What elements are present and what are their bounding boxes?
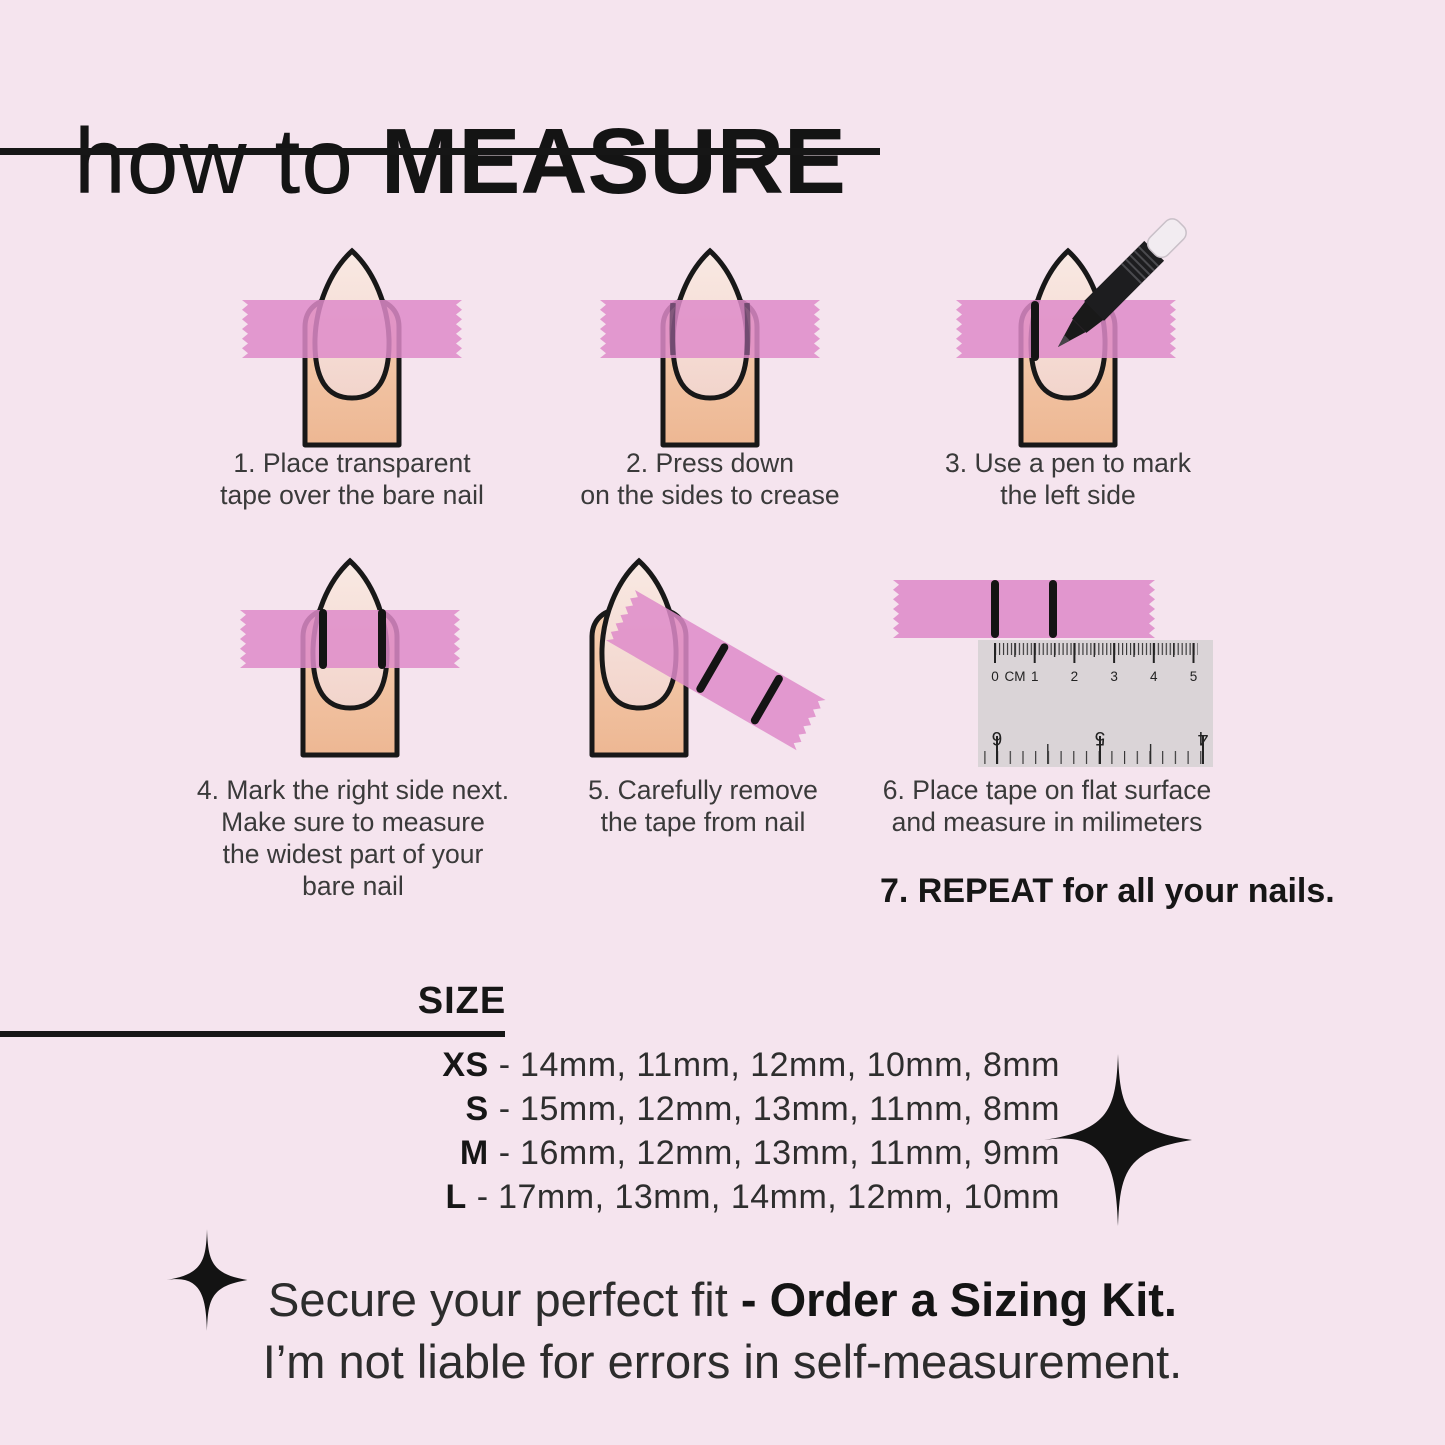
page-title: how to MEASURE: [74, 108, 846, 215]
size-row-l: L -17mm, 13mm, 14mm, 12mm, 10mm: [0, 1178, 1060, 1222]
size-values: 16mm, 12mm, 13mm, 11mm, 9mm: [520, 1134, 1060, 1172]
size-heading: SIZE: [417, 980, 507, 1022]
size-label: S: [465, 1090, 489, 1128]
svg-text:2: 2: [1071, 669, 1079, 684]
svg-text:5: 5: [1190, 669, 1198, 684]
size-separator: -: [498, 1134, 511, 1172]
svg-text:4: 4: [1197, 727, 1208, 748]
pen-icon: [1058, 218, 1187, 347]
svg-text:CM: CM: [1005, 669, 1026, 684]
step-caption-2: 2. Press down on the sides to crease: [580, 448, 840, 510]
tape-icon: [893, 580, 1155, 638]
step1-nail-tape-illustration: [242, 180, 462, 455]
ruler-icon: 0 CM 1 2 3 4 5 6 5 4: [978, 640, 1213, 767]
tape-icon: [240, 610, 460, 668]
crease-right: [744, 302, 751, 356]
size-values: 14mm, 11mm, 12mm, 10mm, 8mm: [520, 1046, 1060, 1084]
footer-line1-bold: - Order a Sizing Kit.: [740, 1273, 1177, 1326]
size-row-s: S -15mm, 12mm, 13mm, 11mm, 8mm: [0, 1090, 1060, 1134]
step-caption-4: 4. Mark the right side next. Make sure t…: [196, 775, 510, 901]
size-values: 15mm, 12mm, 13mm, 11mm, 8mm: [520, 1090, 1060, 1128]
step5-tape-removal-illustration: [530, 535, 826, 775]
size-values: 17mm, 13mm, 14mm, 12mm, 10mm: [498, 1178, 1060, 1216]
tape-icon: [242, 300, 462, 358]
marker-line-right: [750, 674, 783, 725]
size-label: L: [445, 1178, 467, 1216]
tape-icon: [600, 300, 820, 358]
size-underline: [0, 1031, 505, 1037]
tape-icon: [956, 300, 1176, 358]
svg-text:1: 1: [1031, 669, 1039, 684]
footer-line-1: Secure your perfect fit - Order a Sizing…: [0, 1272, 1445, 1327]
title-bold: MEASURE: [380, 109, 846, 214]
svg-text:6: 6: [992, 727, 1003, 748]
size-label: M: [459, 1134, 489, 1172]
size-row-xs: XS -14mm, 11mm, 12mm, 10mm, 8mm: [0, 1046, 1060, 1090]
title-underline: [0, 148, 880, 155]
tape-icon: [606, 590, 826, 751]
svg-text:3: 3: [1110, 669, 1118, 684]
step-caption-5: 5. Carefully remove the tape from nail: [588, 775, 818, 837]
step-caption-6: 6. Place tape on flat surface and measur…: [882, 775, 1212, 837]
footer-line1-regular: Secure your perfect fit: [268, 1273, 741, 1326]
step6-tape-ruler-illustration: 0 CM 1 2 3 4 5 6 5 4: [893, 580, 1213, 767]
marker-line-left: [319, 609, 327, 669]
crease-left: [669, 302, 676, 356]
sparkle-icon: [1044, 1054, 1192, 1226]
footer-line-2: I’m not liable for errors in self-measur…: [262, 1335, 1183, 1388]
ruler-cm-labels: 0 CM 1 2 3 4 5: [991, 669, 1197, 684]
step3-pen-marking-illustration: [956, 218, 1187, 455]
size-separator: -: [476, 1178, 489, 1216]
step2-nail-tape-pressed-illustration: [600, 180, 820, 455]
marker-line-right: [1049, 580, 1057, 638]
size-separator: -: [498, 1046, 511, 1084]
size-chart: XS -14mm, 11mm, 12mm, 10mm, 8mm S -15mm, 1…: [0, 1046, 1060, 1222]
marker-line-left: [991, 580, 999, 638]
step-caption-3: 3. Use a pen to mark the left side: [945, 448, 1191, 510]
size-label: XS: [442, 1046, 489, 1084]
size-separator: -: [498, 1090, 511, 1128]
repeat-note: 7. REPEAT for all your nails.: [880, 872, 1335, 910]
svg-text:4: 4: [1150, 669, 1158, 684]
svg-text:5: 5: [1095, 727, 1106, 748]
step4-two-marks-illustration: [240, 535, 460, 775]
step-caption-1: 1. Place transparent tape over the bare …: [220, 448, 484, 510]
marker-line-left: [1031, 301, 1039, 361]
marker-line-right: [378, 609, 386, 669]
ruler-inch-labels: 6 5 4: [992, 727, 1209, 748]
svg-text:0: 0: [991, 669, 999, 684]
marker-line-left: [696, 643, 729, 693]
title-light: how to: [74, 109, 381, 214]
size-row-m: M -16mm, 12mm, 13mm, 11mm, 9mm: [0, 1134, 1060, 1178]
